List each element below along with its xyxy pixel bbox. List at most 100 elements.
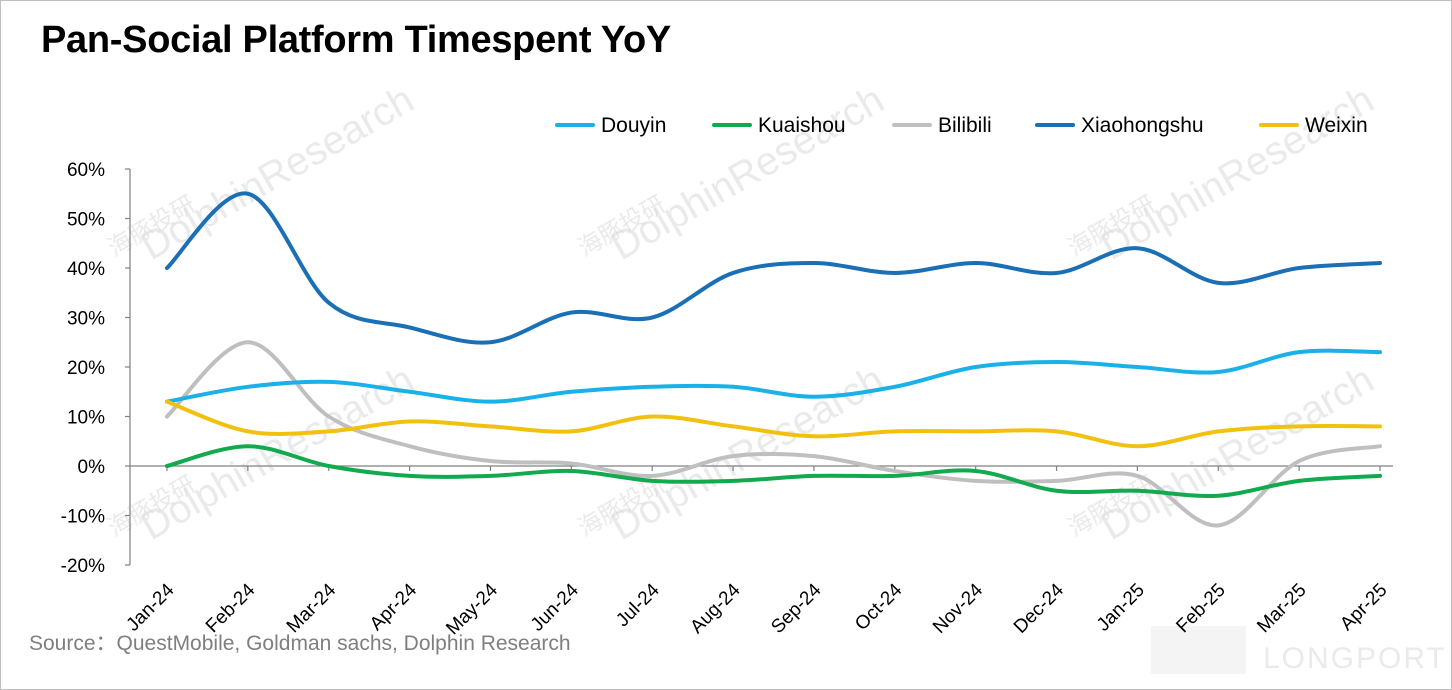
data-point-kuaishou <box>246 444 250 448</box>
data-point-bilibili <box>246 340 250 344</box>
data-point-douyin <box>650 385 654 389</box>
x-tick-label: Apr-25 <box>1336 580 1391 635</box>
y-tick-label: -20% <box>61 556 105 577</box>
data-point-weixin <box>650 414 654 419</box>
data-point-kuaishou <box>812 474 816 478</box>
data-point-bilibili <box>650 474 654 478</box>
data-point-xiaohongshu <box>974 261 978 265</box>
data-point-bilibili <box>1135 474 1139 478</box>
data-point-xiaohongshu <box>488 340 493 344</box>
x-tick-label: Dec-24 <box>1010 579 1068 637</box>
data-point-douyin <box>488 400 493 404</box>
data-point-kuaishou <box>893 474 897 478</box>
data-point-xiaohongshu <box>893 271 897 275</box>
longport-logo-mark <box>1151 626 1246 674</box>
y-tick-label: 40% <box>67 259 105 280</box>
data-point-xiaohongshu <box>650 315 654 320</box>
data-point-xiaohongshu <box>1054 271 1059 275</box>
y-tick-label: 0% <box>78 457 106 478</box>
data-point-bilibili <box>165 414 169 419</box>
data-point-weixin <box>165 400 169 404</box>
data-point-douyin <box>812 395 816 399</box>
data-point-weixin <box>731 424 735 428</box>
data-point-bilibili <box>488 459 493 463</box>
data-point-xiaohongshu <box>569 310 573 315</box>
data-point-bilibili <box>1216 523 1220 528</box>
data-point-douyin <box>408 390 412 394</box>
data-point-weixin <box>408 419 412 424</box>
data-point-kuaishou <box>1054 489 1059 493</box>
series-line-douyin <box>165 348 1382 404</box>
data-point-douyin <box>1054 360 1059 364</box>
data-point-douyin <box>1378 350 1382 354</box>
data-point-weixin <box>1054 429 1059 433</box>
x-tick-label: Sep-24 <box>767 579 825 637</box>
data-point-kuaishou <box>569 469 573 473</box>
data-point-xiaohongshu <box>1297 266 1301 270</box>
series-layer <box>165 191 1382 528</box>
x-tick-label: Jan-25 <box>1093 580 1149 636</box>
data-point-bilibili <box>974 479 978 483</box>
data-point-weixin <box>327 429 331 433</box>
data-point-xiaohongshu <box>408 325 412 329</box>
x-tick-label: Mar-25 <box>1253 580 1310 637</box>
data-point-xiaohongshu <box>1135 246 1139 250</box>
data-point-douyin <box>1216 370 1220 374</box>
x-tick-label: Jul-24 <box>612 579 664 631</box>
source-note: Source：QuestMobile, Goldman sachs, Dolph… <box>29 632 571 655</box>
legend-label-kuaishou: Kuaishou <box>758 114 846 137</box>
data-point-kuaishou <box>1135 489 1139 493</box>
data-point-douyin <box>1135 365 1139 369</box>
y-tick-label: 50% <box>67 210 105 231</box>
legend: Douyin Kuaishou Bilibili Xiaohongshu Weixin <box>555 114 1368 137</box>
data-point-bilibili <box>408 444 412 448</box>
data-point-kuaishou <box>488 474 493 478</box>
x-tick-label: Nov-24 <box>929 579 987 637</box>
watermark-dolphinresearch: DolphinResearch <box>604 77 892 269</box>
y-tick-label: 20% <box>67 358 105 379</box>
data-point-kuaishou <box>1378 474 1382 478</box>
data-point-kuaishou <box>408 474 412 478</box>
data-point-weixin <box>246 429 250 433</box>
watermark-longport: LONGPORT <box>1263 642 1447 675</box>
data-point-bilibili <box>327 414 331 419</box>
data-point-xiaohongshu <box>165 266 169 270</box>
data-point-weixin <box>1297 424 1301 428</box>
data-point-weixin <box>1378 424 1382 428</box>
data-point-weixin <box>893 429 897 433</box>
y-tick-label: 30% <box>67 309 105 330</box>
data-point-bilibili <box>1378 444 1382 448</box>
data-point-douyin <box>569 390 573 394</box>
watermark-dolphinresearch: DolphinResearch <box>1094 357 1382 549</box>
x-tick-label: Oct-24 <box>851 579 906 634</box>
data-point-kuaishou <box>650 479 654 483</box>
data-point-kuaishou <box>1297 479 1301 483</box>
data-point-weixin <box>569 429 573 433</box>
legend-label-douyin: Douyin <box>601 114 666 137</box>
y-tick-label: -10% <box>61 507 105 528</box>
data-point-douyin <box>246 385 250 389</box>
data-point-bilibili <box>1054 479 1059 483</box>
data-point-bilibili <box>893 469 897 473</box>
series-line-xiaohongshu <box>165 191 1382 345</box>
data-point-kuaishou <box>327 464 331 468</box>
data-point-kuaishou <box>165 464 169 468</box>
data-point-kuaishou <box>974 469 978 473</box>
data-point-xiaohongshu <box>1378 261 1382 265</box>
data-point-xiaohongshu <box>812 261 816 265</box>
data-point-douyin <box>1297 350 1301 354</box>
data-point-kuaishou <box>1216 494 1220 498</box>
legend-label-weixin: Weixin <box>1305 114 1368 137</box>
data-point-douyin <box>327 380 331 384</box>
data-point-weixin <box>1135 444 1139 448</box>
data-point-bilibili <box>731 454 735 458</box>
data-point-douyin <box>893 385 897 389</box>
series-line-kuaishou <box>165 444 1382 498</box>
watermark-dolphinresearch: DolphinResearch <box>134 77 422 269</box>
data-point-bilibili <box>812 454 816 458</box>
data-point-xiaohongshu <box>327 301 331 305</box>
data-point-weixin <box>1216 429 1220 433</box>
legend-label-xiaohongshu: Xiaohongshu <box>1081 114 1204 137</box>
